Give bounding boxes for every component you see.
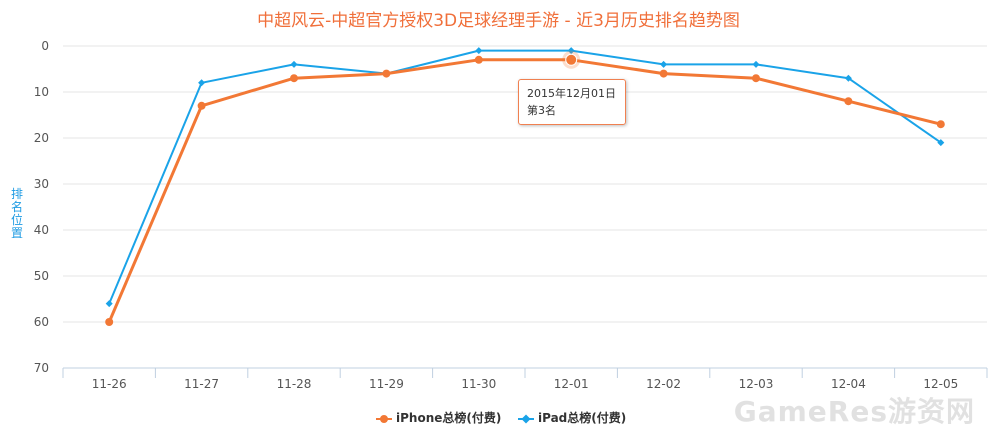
y-tick-label: 0 (41, 39, 49, 53)
legend-label-ipad: iPad总榜(付费) (538, 411, 627, 425)
legend-item-ipad[interactable]: iPad总榜(付费) (518, 409, 626, 426)
data-point-iphone (290, 74, 298, 83)
x-tick-label: 12-04 (831, 377, 866, 391)
series-line-ipad (108, 49, 942, 304)
chart-title: 中超风云-中超官方授权3D足球经理手游 - 近3月历史排名趋势图 (257, 11, 740, 31)
y-tick-label: 60 (34, 315, 49, 329)
x-tick-label: 11-29 (369, 377, 404, 391)
x-tick-label: 12-01 (554, 377, 589, 391)
highlight-point (565, 53, 578, 66)
y-tick-label: 70 (34, 361, 49, 375)
x-tick-label: 12-03 (739, 377, 774, 391)
legend-swatch-ipad (518, 413, 534, 424)
x-tick-label: 12-05 (923, 377, 958, 391)
data-point-ipad (198, 79, 206, 87)
data-point-ipad (567, 47, 575, 55)
legend-item-iphone[interactable]: iPhone总榜(付费) (376, 409, 501, 426)
y-tick-label: 20 (34, 131, 49, 145)
data-point-ipad (844, 74, 852, 82)
x-tick-label: 11-28 (277, 377, 312, 391)
data-point-iphone (936, 120, 945, 129)
data-point-ipad (660, 60, 668, 68)
data-point-ipad (937, 139, 945, 147)
tooltip-rank: 第3名 (527, 104, 556, 117)
y-axis-label: 排名位置 (10, 187, 23, 240)
y-tick-label: 10 (34, 85, 49, 99)
data-point-iphone (844, 97, 853, 106)
hover-tooltip: 2015年12月01日 第3名 (518, 79, 626, 125)
x-tick-label: 11-30 (461, 377, 496, 391)
tooltip-date: 2015年12月01日 (527, 87, 616, 100)
series-line-iphone (107, 58, 942, 323)
legend-label-iphone: iPhone总榜(付费) (396, 411, 502, 425)
x-tick-label: 12-02 (646, 377, 681, 391)
data-point-iphone (752, 74, 760, 83)
data-point-iphone (197, 101, 206, 110)
y-tick-label: 40 (34, 223, 49, 237)
chart-legend: iPhone总榜(付费) iPad总榜(付费) (0, 409, 997, 429)
data-point-iphone (659, 69, 668, 78)
data-point-ipad (290, 60, 298, 68)
data-point-iphone (474, 55, 483, 64)
data-point-ipad (752, 60, 760, 68)
data-point-iphone (382, 69, 391, 78)
data-point-ipad (475, 47, 483, 55)
data-point-ipad (105, 300, 113, 308)
watermark: GameRes游资网 (733, 395, 975, 428)
y-tick-label: 50 (34, 269, 49, 283)
x-tick-label: 11-26 (92, 377, 127, 391)
x-tick-label: 11-27 (184, 377, 219, 391)
legend-swatch-iphone (376, 414, 392, 424)
y-tick-label: 30 (34, 177, 49, 191)
data-point-iphone (105, 318, 114, 326)
